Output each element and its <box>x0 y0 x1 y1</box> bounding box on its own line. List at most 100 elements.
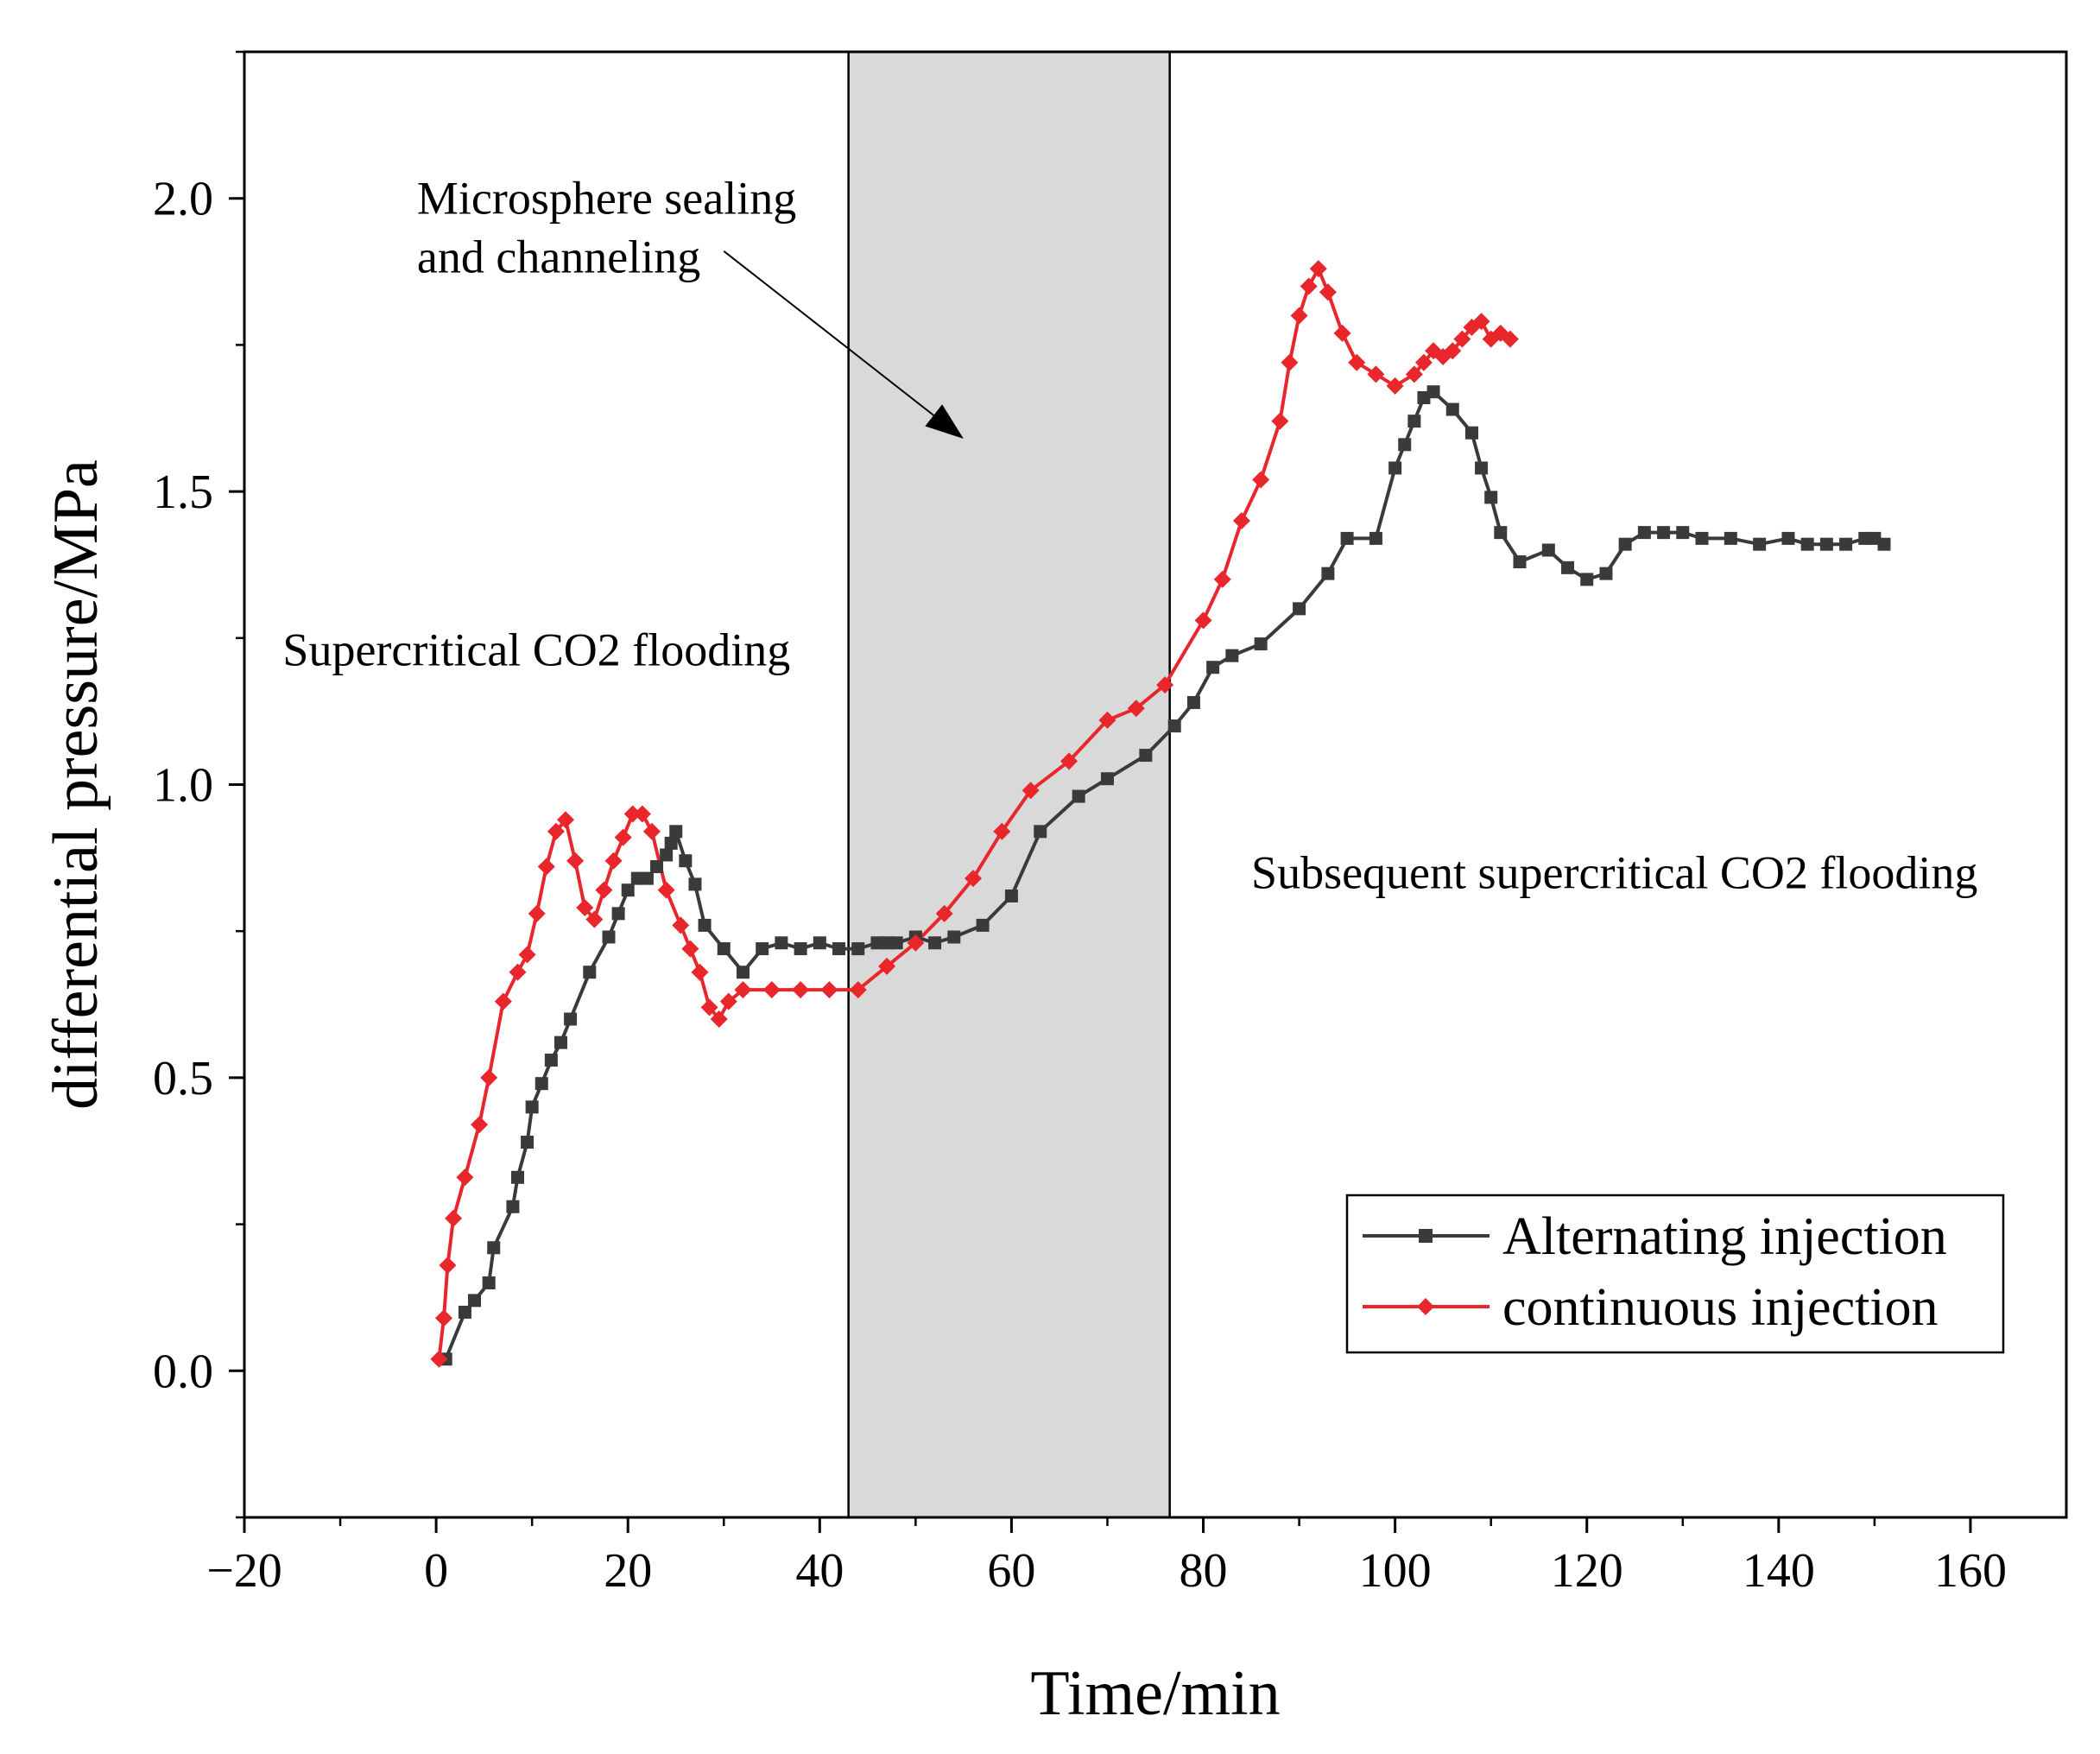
data-point-alternating <box>851 942 865 956</box>
data-point-continuous <box>1156 676 1174 694</box>
data-point-continuous <box>965 870 982 888</box>
data-point-alternating <box>1254 637 1268 651</box>
data-point-alternating <box>698 918 712 932</box>
data-point-continuous <box>1213 570 1231 588</box>
data-point-continuous <box>1290 307 1308 325</box>
annotation-arrowhead <box>925 404 964 440</box>
data-point-continuous <box>657 881 675 899</box>
data-point-continuous <box>1127 700 1145 718</box>
data-point-continuous <box>1501 330 1519 348</box>
data-point-alternating <box>1657 526 1671 540</box>
data-point-continuous <box>1098 711 1116 729</box>
data-point-continuous <box>528 904 546 922</box>
data-point-alternating <box>1618 537 1632 551</box>
data-point-alternating <box>889 936 903 950</box>
data-point-alternating <box>650 860 664 874</box>
data-point-continuous <box>762 981 781 999</box>
data-point-alternating <box>1388 461 1402 475</box>
annotation-and-channeling: and channeling <box>417 231 700 283</box>
data-point-alternating <box>775 936 788 950</box>
data-point-alternating <box>506 1200 520 1213</box>
y-tick-label: 0.5 <box>153 1052 213 1105</box>
data-point-alternating <box>1494 526 1508 540</box>
data-point-alternating <box>1293 602 1306 616</box>
x-tick-label: 80 <box>1180 1544 1228 1598</box>
data-point-alternating <box>640 871 654 885</box>
data-point-alternating <box>664 836 678 850</box>
data-point-continuous <box>642 822 661 840</box>
data-point-alternating <box>1877 537 1891 551</box>
data-point-alternating <box>1445 402 1459 416</box>
data-point-alternating <box>1426 385 1440 399</box>
legend-label-continuous: continuous injection <box>1502 1278 1939 1337</box>
x-axis-title: Time/min <box>1030 1658 1280 1729</box>
data-point-alternating <box>1340 531 1354 545</box>
data-point-continuous <box>604 852 623 870</box>
y-tick-label: 0.0 <box>153 1345 213 1398</box>
data-point-continuous <box>849 981 867 999</box>
data-point-continuous <box>878 957 896 975</box>
data-point-alternating <box>1839 537 1853 551</box>
data-point-continuous <box>1367 365 1385 383</box>
data-point-continuous <box>434 1309 452 1327</box>
data-point-continuous <box>471 1116 489 1134</box>
data-point-alternating <box>487 1241 501 1255</box>
data-point-continuous <box>595 881 613 899</box>
data-point-alternating <box>947 930 961 944</box>
y-axis-title: differential pressure/MPa <box>41 459 111 1110</box>
data-point-alternating <box>1072 789 1085 803</box>
shaded-region <box>847 50 1171 1519</box>
data-point-alternating <box>976 918 990 932</box>
data-point-alternating <box>602 930 616 944</box>
data-point-alternating <box>1676 526 1690 540</box>
data-point-continuous <box>537 858 555 876</box>
x-tick-label: 160 <box>1934 1544 2007 1598</box>
data-point-continuous <box>566 852 585 870</box>
series-line-continuous <box>437 267 1511 1359</box>
x-tick-label: 140 <box>1743 1544 1815 1598</box>
data-point-continuous <box>1444 342 1462 360</box>
data-point-alternating <box>458 1305 471 1319</box>
data-point-continuous <box>1405 365 1423 383</box>
data-point-continuous <box>518 946 536 964</box>
data-point-alternating <box>534 1077 548 1091</box>
x-tick-label: 120 <box>1551 1544 1623 1598</box>
annotation-subsequent-flooding: Subsequent supercritical CO2 flooding <box>1251 846 1977 898</box>
ticks-layer: −20 0 20 40 60 80 100 120 140 160 0.0 0.5 1.0 1.5 2.0 <box>153 50 2007 1598</box>
data-point-continuous <box>719 992 737 1010</box>
data-point-alternating <box>564 1012 578 1026</box>
data-point-alternating <box>660 848 674 862</box>
data-point-alternating <box>1398 438 1412 452</box>
data-point-continuous <box>1194 611 1212 630</box>
legend: Alternating injection continuous injecti… <box>1345 1194 2005 1354</box>
data-point-alternating <box>525 1100 539 1114</box>
x-tick-label: 100 <box>1359 1544 1432 1598</box>
data-point-alternating <box>1206 661 1220 674</box>
data-point-alternating <box>1100 772 1114 786</box>
y-tick-label: 2.0 <box>153 173 213 226</box>
data-point-alternating <box>1599 567 1613 580</box>
data-point-alternating <box>1225 649 1239 662</box>
data-point-continuous <box>576 899 594 917</box>
data-point-alternating <box>832 942 846 956</box>
x-tick-label: 40 <box>795 1544 844 1598</box>
data-point-alternating <box>669 825 683 839</box>
data-point-alternating <box>813 936 826 950</box>
data-point-alternating <box>1580 573 1594 586</box>
data-point-continuous <box>1348 353 1366 371</box>
annotation-supercritical-flooding: Supercritical CO2 flooding <box>282 624 790 675</box>
data-point-continuous <box>509 963 527 981</box>
y-tick-label: 1.5 <box>153 465 213 519</box>
legend-marker-continuous <box>1417 1298 1434 1315</box>
data-point-continuous <box>710 1010 728 1029</box>
data-point-continuous <box>691 963 709 981</box>
y-tick-label: 1.0 <box>153 759 213 813</box>
data-point-continuous <box>1271 412 1289 430</box>
data-point-continuous <box>1252 471 1270 489</box>
data-point-alternating <box>1034 825 1047 839</box>
data-point-alternating <box>1800 537 1814 551</box>
data-point-alternating <box>1004 889 1018 902</box>
data-point-continuous <box>557 811 575 829</box>
data-point-alternating <box>688 877 702 891</box>
